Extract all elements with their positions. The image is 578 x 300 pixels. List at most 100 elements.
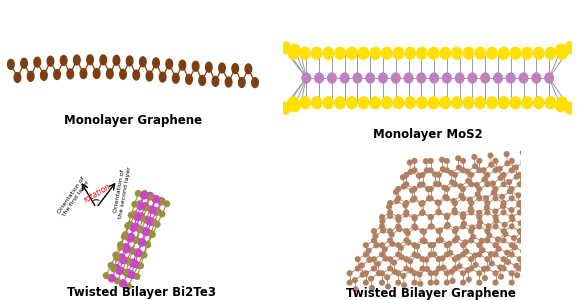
Circle shape — [376, 262, 380, 266]
Circle shape — [245, 64, 252, 74]
Circle shape — [481, 73, 490, 83]
Circle shape — [466, 178, 470, 183]
Circle shape — [395, 199, 399, 204]
Circle shape — [525, 196, 530, 201]
Circle shape — [364, 271, 368, 276]
Circle shape — [372, 266, 376, 271]
Circle shape — [501, 266, 506, 271]
Circle shape — [456, 255, 461, 259]
Circle shape — [428, 252, 433, 257]
Circle shape — [428, 168, 433, 172]
Circle shape — [477, 224, 481, 229]
Circle shape — [126, 259, 132, 265]
Circle shape — [417, 97, 427, 109]
Circle shape — [388, 210, 392, 215]
Circle shape — [139, 227, 144, 232]
Circle shape — [123, 244, 129, 251]
Circle shape — [113, 55, 120, 65]
Circle shape — [67, 69, 73, 79]
Circle shape — [120, 256, 127, 264]
Circle shape — [532, 73, 540, 83]
Circle shape — [132, 211, 138, 217]
Circle shape — [412, 215, 417, 219]
Circle shape — [127, 233, 135, 241]
Circle shape — [366, 248, 371, 253]
Circle shape — [420, 266, 425, 271]
Circle shape — [526, 216, 531, 220]
Circle shape — [438, 228, 442, 233]
Circle shape — [463, 240, 468, 244]
Circle shape — [448, 250, 453, 255]
Circle shape — [453, 210, 457, 215]
Circle shape — [137, 213, 144, 220]
Circle shape — [399, 255, 404, 260]
Circle shape — [475, 182, 479, 187]
Circle shape — [434, 271, 438, 275]
Circle shape — [420, 210, 425, 215]
Circle shape — [428, 215, 433, 219]
Circle shape — [396, 243, 401, 248]
Circle shape — [376, 271, 381, 276]
Circle shape — [120, 69, 127, 79]
Circle shape — [525, 252, 530, 257]
Circle shape — [118, 254, 125, 261]
Circle shape — [461, 168, 465, 172]
Circle shape — [396, 252, 401, 257]
Circle shape — [27, 71, 34, 81]
Circle shape — [482, 266, 487, 271]
Circle shape — [499, 274, 503, 279]
Circle shape — [524, 188, 528, 192]
Circle shape — [136, 227, 142, 232]
Circle shape — [353, 73, 362, 83]
Circle shape — [525, 280, 530, 285]
Circle shape — [367, 258, 372, 262]
Circle shape — [497, 246, 501, 251]
Circle shape — [399, 245, 403, 250]
Circle shape — [379, 73, 387, 83]
Circle shape — [127, 56, 133, 66]
Circle shape — [533, 47, 544, 59]
Circle shape — [401, 274, 406, 278]
Circle shape — [498, 265, 503, 270]
Circle shape — [114, 278, 120, 284]
Circle shape — [114, 255, 120, 261]
Circle shape — [416, 254, 420, 258]
Circle shape — [420, 211, 425, 215]
Circle shape — [498, 167, 502, 171]
Circle shape — [412, 159, 417, 163]
Circle shape — [462, 221, 466, 226]
Circle shape — [404, 266, 409, 271]
Circle shape — [412, 196, 417, 201]
Circle shape — [493, 271, 498, 276]
Circle shape — [149, 206, 156, 214]
Circle shape — [116, 267, 123, 274]
Circle shape — [34, 57, 40, 67]
Circle shape — [347, 271, 352, 276]
Circle shape — [517, 238, 522, 243]
Circle shape — [155, 209, 161, 214]
Circle shape — [475, 192, 480, 197]
Circle shape — [512, 236, 516, 240]
Circle shape — [54, 70, 60, 80]
Circle shape — [435, 200, 440, 205]
Circle shape — [404, 229, 409, 233]
Circle shape — [410, 197, 416, 202]
Circle shape — [477, 196, 481, 201]
Circle shape — [366, 73, 375, 83]
Circle shape — [494, 218, 498, 223]
Circle shape — [149, 231, 154, 236]
Circle shape — [464, 47, 474, 59]
Circle shape — [364, 252, 368, 257]
Circle shape — [493, 168, 498, 172]
Circle shape — [501, 238, 506, 243]
Circle shape — [473, 262, 478, 267]
Circle shape — [459, 193, 464, 198]
Circle shape — [453, 266, 457, 271]
Circle shape — [47, 56, 54, 66]
Circle shape — [111, 266, 116, 272]
Circle shape — [517, 210, 522, 215]
Circle shape — [166, 59, 173, 69]
Circle shape — [372, 229, 376, 233]
Circle shape — [153, 208, 160, 215]
Circle shape — [288, 97, 298, 109]
